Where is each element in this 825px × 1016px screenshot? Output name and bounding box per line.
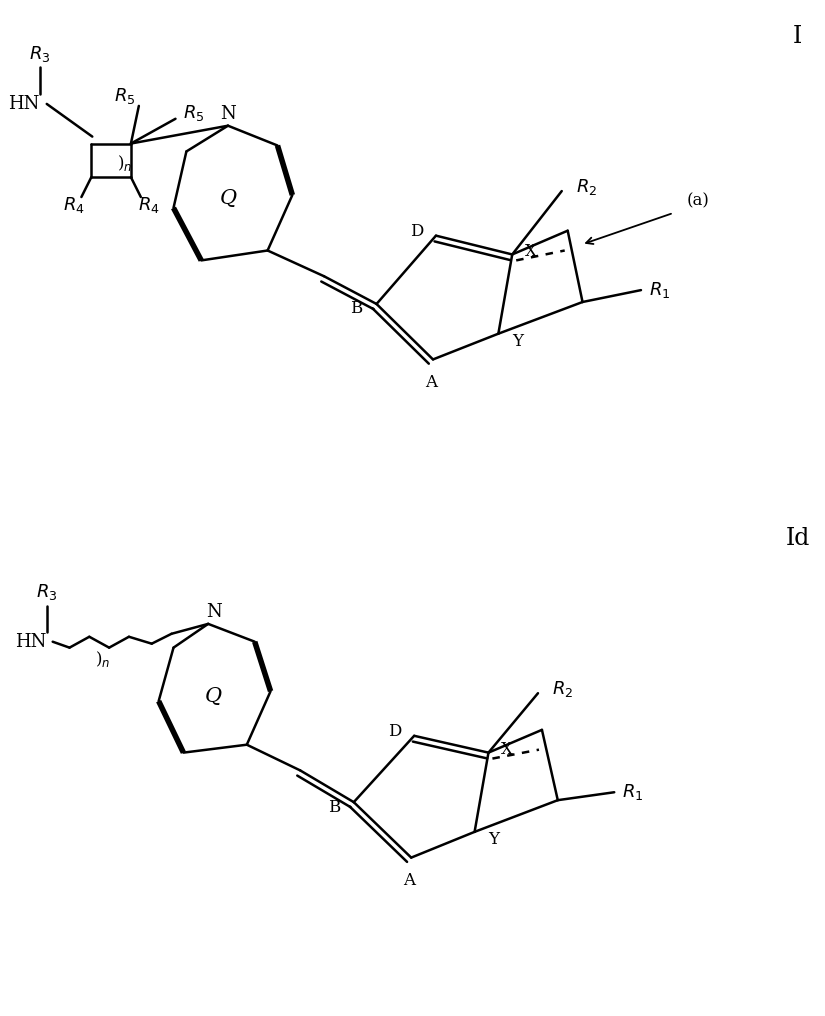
Text: Y: Y [512, 333, 523, 351]
Text: $R_4$: $R_4$ [63, 195, 84, 215]
Text: $R_1$: $R_1$ [649, 280, 670, 300]
Text: D: D [410, 224, 423, 240]
Text: Id: Id [785, 527, 809, 550]
Text: (a): (a) [686, 192, 710, 209]
Text: $R_3$: $R_3$ [36, 582, 58, 602]
Text: HN: HN [16, 633, 47, 650]
Text: N: N [206, 602, 222, 621]
Text: )$_n$: )$_n$ [117, 153, 132, 174]
Text: $R_2$: $R_2$ [552, 680, 573, 699]
Text: $R_4$: $R_4$ [138, 195, 159, 215]
Text: $R_5$: $R_5$ [182, 103, 204, 123]
Text: X: X [525, 243, 537, 260]
Text: )$_n$: )$_n$ [95, 648, 110, 669]
Text: $R_5$: $R_5$ [114, 86, 135, 106]
Text: D: D [388, 723, 401, 741]
Text: N: N [220, 105, 236, 123]
Text: B: B [351, 301, 363, 317]
Text: Q: Q [219, 190, 237, 208]
Text: I: I [793, 24, 802, 48]
Text: X: X [502, 741, 513, 758]
Text: Q: Q [205, 687, 222, 706]
Text: HN: HN [8, 94, 40, 113]
Text: B: B [328, 799, 340, 816]
Text: $R_1$: $R_1$ [622, 782, 644, 803]
Text: $R_3$: $R_3$ [29, 45, 50, 64]
Text: A: A [425, 374, 437, 391]
Text: Y: Y [488, 831, 499, 848]
Text: A: A [403, 873, 415, 889]
Text: $R_2$: $R_2$ [576, 177, 596, 197]
